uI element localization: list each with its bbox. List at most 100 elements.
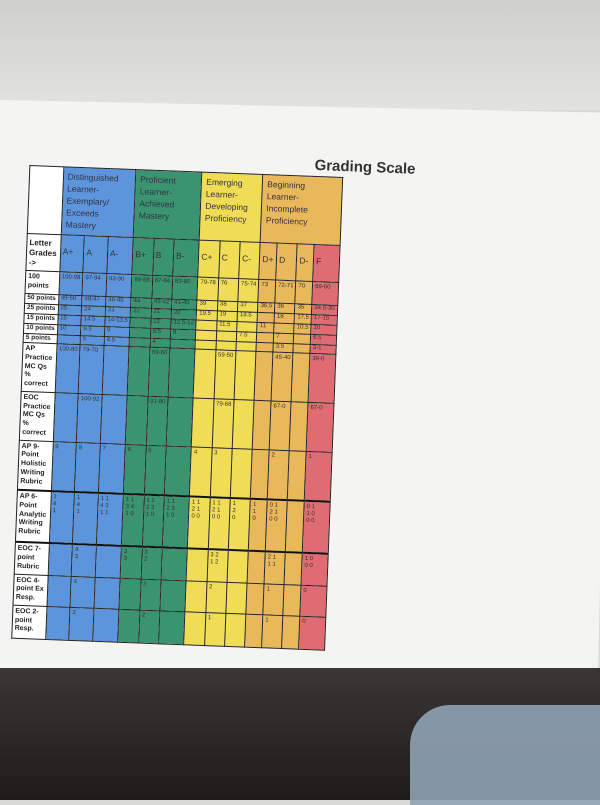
score-cell	[159, 579, 187, 612]
score-cell: 1 0 0 0	[301, 552, 328, 586]
score-cell: 36.5	[257, 302, 275, 313]
score-cell: 11	[257, 322, 275, 333]
background-wall	[0, 0, 600, 110]
score-cell: 1 1 2 3 1 0	[162, 495, 190, 549]
score-cell: 75-74	[237, 279, 260, 303]
score-cell: 1	[304, 450, 332, 502]
score-cell: 1 1 2 1 0 0	[187, 496, 211, 550]
score-cell: 4 3	[71, 544, 97, 577]
score-cell: 6	[123, 443, 146, 495]
row-label: AP Practice MC Qs % correct	[21, 342, 57, 393]
score-cell	[125, 395, 148, 445]
letter-grade: C-	[238, 242, 261, 280]
row-label: EOC Practice MC Qs % correct	[19, 391, 55, 442]
letter-grade: C+	[198, 240, 220, 279]
score-cell: 83-80	[171, 276, 199, 300]
score-cell: 59-50	[213, 349, 237, 400]
score-cell: 1 1 2 1 0 0	[208, 497, 231, 550]
score-cell: 1 1 3 4 1 0	[121, 493, 144, 547]
row-label: AP 6-Point Analytic Writing Rubric	[15, 489, 51, 544]
score-cell	[287, 450, 307, 501]
row-label: EOC 4-point Ex Resp.	[13, 573, 48, 607]
row-label: EOC 2-point Resp.	[11, 605, 47, 640]
score-cell	[256, 332, 274, 343]
score-cell: 5	[143, 444, 167, 496]
letter-grade: D-	[296, 244, 315, 282]
score-cell: 91-80	[145, 396, 169, 446]
score-cell	[254, 351, 274, 401]
score-cell: 89-88	[131, 274, 153, 299]
score-cell: 45-40	[271, 352, 294, 402]
score-cell: 35	[294, 303, 312, 315]
score-cell: 1	[261, 614, 284, 649]
score-cell: 1 1 4 3 1 1	[96, 492, 124, 546]
score-cell: 0 1 2 1 0 0	[265, 499, 288, 553]
score-cell: 9	[50, 441, 77, 493]
score-cell	[252, 400, 272, 450]
score-cell: 2	[267, 449, 290, 501]
letter-grade: F	[312, 244, 340, 283]
score-cell: 4	[189, 446, 212, 498]
score-cell: 0 1 1 0 0 0	[302, 500, 330, 554]
corner-cell	[27, 165, 64, 236]
score-cell	[95, 544, 122, 578]
score-cell	[282, 615, 300, 650]
score-cell	[100, 394, 128, 444]
score-cell: 70	[295, 281, 313, 305]
score-cell	[117, 609, 140, 643]
letter-grade: B+	[132, 237, 154, 276]
score-cell	[102, 345, 130, 396]
score-cell: 0	[299, 584, 327, 618]
score-cell	[293, 333, 311, 345]
score-cell	[191, 397, 214, 448]
score-cell: 93-90	[105, 273, 133, 298]
group-header: Emerging Learner- Developing Proficiency	[199, 172, 264, 243]
score-cell	[291, 352, 311, 403]
score-cell	[164, 445, 192, 497]
score-cell: 1 4 1	[48, 491, 75, 545]
score-cell	[257, 312, 275, 323]
letter-grade: B	[152, 238, 175, 277]
score-cell: 4	[70, 575, 96, 609]
score-cell: 69-60	[311, 281, 339, 306]
score-cell: 76	[217, 278, 239, 302]
score-cell: 87-84	[151, 275, 173, 300]
score-cell	[245, 613, 263, 648]
score-cell	[289, 401, 309, 451]
score-cell	[158, 610, 186, 645]
group-header: Distinguished Learner-Exemplary/ Exceeds…	[60, 166, 137, 238]
score-cell: 1 2 0	[228, 498, 251, 551]
score-cell: 1	[204, 612, 226, 647]
score-cell	[161, 547, 188, 581]
score-cell	[127, 346, 150, 397]
score-cell: 3	[139, 578, 162, 611]
score-cell	[46, 575, 72, 608]
score-cell: 17.5	[294, 313, 312, 325]
score-cell	[92, 608, 120, 643]
score-cell	[232, 399, 255, 449]
score-cell	[168, 348, 196, 398]
score-cell: 69-60	[147, 347, 170, 397]
score-cell	[247, 550, 266, 584]
score-cell	[119, 577, 141, 610]
score-cell	[285, 500, 305, 553]
score-cell	[224, 613, 247, 647]
score-cell	[186, 548, 209, 582]
score-cell	[283, 584, 302, 617]
score-cell: 67-0	[306, 402, 334, 452]
group-header-row: Distinguished Learner-Exemplary/ Exceeds…	[27, 165, 343, 246]
group-header: Proficient Learner- Achieved Mastery	[133, 169, 203, 241]
score-cell: 79-68	[211, 398, 235, 449]
score-cell	[284, 552, 303, 585]
score-cell	[45, 606, 71, 641]
score-cell: 3 2	[140, 546, 163, 580]
score-cell: 1	[262, 583, 285, 616]
score-cell	[93, 576, 121, 610]
score-cell	[52, 392, 79, 443]
score-cell: 10.5	[294, 323, 312, 335]
letter-grade: A+	[59, 235, 85, 274]
score-cell: 8	[74, 442, 101, 493]
score-cell: 79-78	[197, 277, 219, 301]
letter-grade: A	[83, 236, 109, 274]
score-cell: 100-98	[58, 272, 84, 296]
